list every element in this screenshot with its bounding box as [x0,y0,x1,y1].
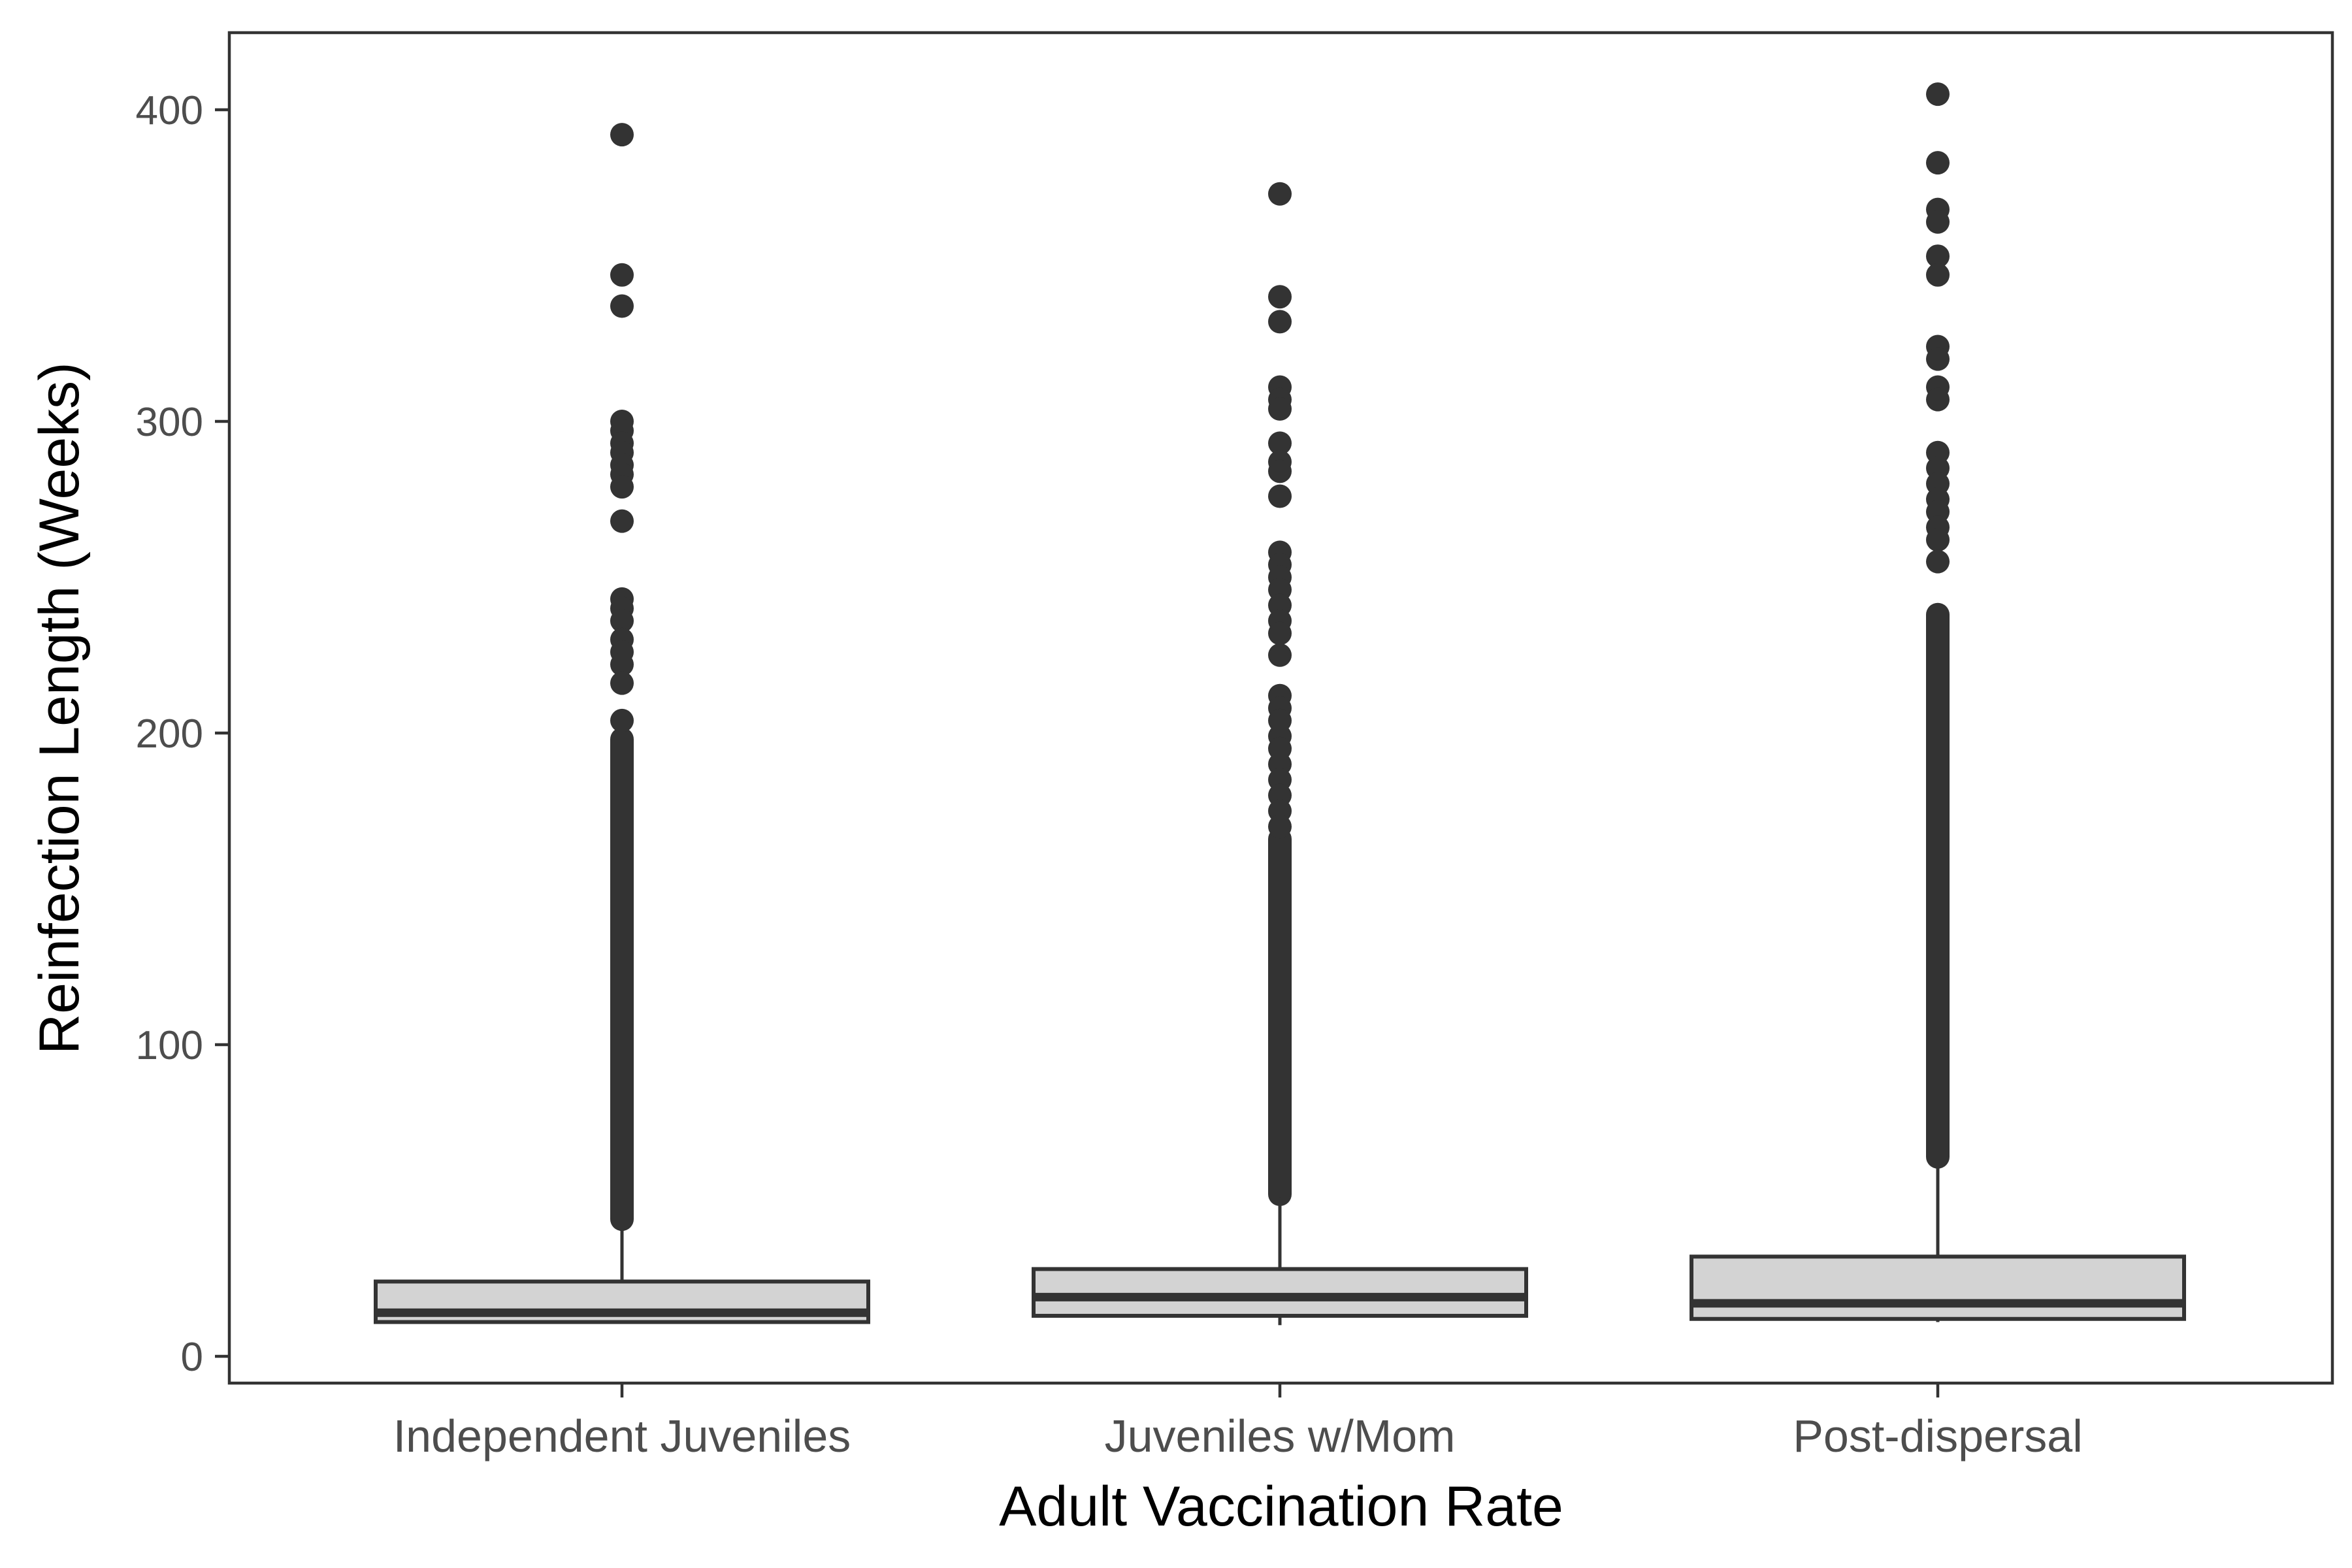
x-tick-label: Juveniles w/Mom [1105,1411,1456,1462]
outlier-point [1268,431,1292,455]
outlier-point [1926,528,1950,552]
outlier-point [1926,210,1950,234]
outlier-point [1268,397,1292,421]
y-axis-title: Reinfection Length (Weeks) [28,362,91,1054]
outlier-point [1268,285,1292,309]
outlier-point [1926,347,1950,371]
outlier-point [1268,459,1292,483]
y-tick-label: 0 [181,1335,203,1380]
x-axis: Independent Juveniles Juveniles w/Mom Post… [393,1383,2083,1462]
outlier-point [610,263,634,287]
outlier-point [1926,549,1950,574]
outlier-point [610,708,634,732]
outlier-point [1926,263,1950,287]
box-group [1690,82,2186,1322]
outlier-point [610,123,634,147]
box-group [374,123,870,1324]
y-tick-label: 200 [136,711,203,757]
x-tick-label: Post-dispersal [1793,1411,2083,1462]
outlier-point [1268,484,1292,508]
outlier-point [610,671,634,695]
outlier-point [610,475,634,499]
x-tick-label: Independent Juveniles [393,1411,851,1462]
outlier-point [1268,643,1292,667]
outlier-point [610,294,634,318]
outlier-point [610,653,634,677]
outlier-band [1926,602,1950,1169]
x-axis-title: Adult Vaccination Rate [999,1475,1563,1538]
outlier-point [1926,82,1950,106]
outlier-point [1926,151,1950,175]
outlier-point [1268,310,1292,334]
outlier-band [1268,827,1292,1206]
outlier-point [610,609,634,633]
outlier-point [1268,182,1292,206]
box-group [1032,182,1528,1326]
iqr-box [1690,1254,2186,1321]
outlier-point [1268,621,1292,645]
outlier-point [1926,387,1950,412]
y-tick-label: 400 [136,88,203,133]
iqr-box [1032,1267,1528,1318]
y-axis: 0 100 200 300 400 [136,88,229,1380]
outlier-point [1268,815,1292,839]
y-tick-label: 300 [136,400,203,445]
outlier-band [610,727,634,1232]
outlier-point [1926,244,1950,269]
y-tick-label: 100 [136,1023,203,1068]
outlier-point [610,509,634,533]
boxes-layer [374,82,2186,1326]
